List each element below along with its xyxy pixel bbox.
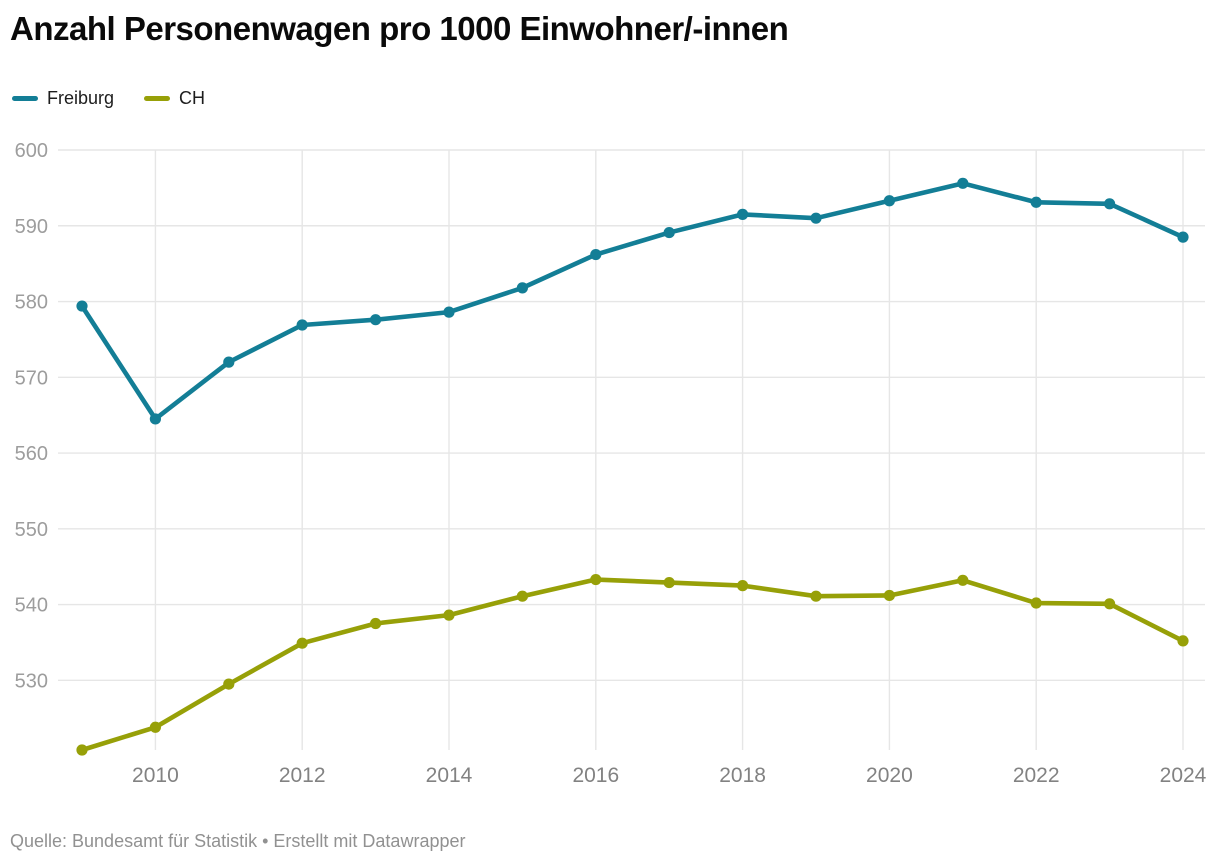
y-axis-tick-label: 530 [15, 670, 48, 692]
data-point-ch-2009[interactable] [76, 744, 88, 756]
data-point-freiburg-2016[interactable] [590, 248, 602, 261]
legend: Freiburg CH [12, 88, 205, 109]
y-axis-tick-label: 590 [15, 216, 48, 238]
data-point-freiburg-2015[interactable] [516, 282, 529, 294]
data-point-ch-2023[interactable] [1104, 598, 1116, 610]
legend-label: Freiburg [47, 88, 115, 108]
x-axis-tick-label: 2010 [132, 764, 179, 787]
data-point-ch-2020[interactable] [883, 589, 896, 602]
y-axis-tick-label: 570 [15, 367, 48, 389]
x-axis-tick-label: 2020 [866, 764, 913, 787]
data-point-freiburg-2019[interactable] [810, 212, 822, 224]
data-point-ch-2016[interactable] [590, 573, 602, 586]
data-point-ch-2014[interactable] [443, 609, 455, 621]
data-point-freiburg-2023[interactable] [1104, 198, 1116, 210]
data-point-ch-2010[interactable] [149, 721, 161, 733]
data-point-ch-2021[interactable] [957, 574, 969, 586]
x-axis-tick-label: 2016 [572, 764, 619, 787]
data-point-freiburg-2021[interactable] [957, 177, 969, 189]
data-point-ch-2013[interactable] [370, 617, 382, 630]
legend-item-freiburg: Freiburg [12, 88, 114, 109]
source-note: Quelle: Bundesamt für Statistik • Erstel… [10, 831, 466, 851]
y-axis-tick-label: 580 [15, 292, 48, 314]
data-point-ch-2018[interactable] [737, 580, 749, 592]
series-line-freiburg [79, 181, 1186, 422]
data-point-ch-2011[interactable] [223, 678, 235, 690]
data-point-freiburg-2024[interactable] [1177, 231, 1189, 243]
legend-swatch-freiburg-icon [12, 96, 38, 101]
data-point-freiburg-2011[interactable] [223, 356, 235, 368]
data-point-freiburg-2012[interactable] [296, 319, 308, 331]
y-axis-tick-label: 550 [15, 519, 48, 541]
data-point-freiburg-2018[interactable] [737, 208, 749, 220]
data-point-ch-2012[interactable] [296, 637, 308, 649]
series-line-ch [79, 577, 1186, 753]
x-axis-tick-label: 2022 [1013, 764, 1060, 787]
y-axis-tick-label: 560 [15, 443, 48, 465]
data-point-ch-2017[interactable] [663, 576, 675, 589]
data-point-freiburg-2022[interactable] [1030, 196, 1042, 208]
chart-title: Anzahl Personenwagen pro 1000 Einwohner/… [10, 10, 789, 47]
data-point-freiburg-2009[interactable] [76, 300, 88, 312]
x-axis-tick-label: 2018 [719, 764, 766, 787]
data-point-ch-2022[interactable] [1030, 597, 1042, 609]
legend-item-ch: CH [144, 88, 205, 109]
y-axis-tick-label: 540 [15, 595, 48, 617]
data-point-ch-2019[interactable] [810, 590, 822, 602]
legend-swatch-ch-icon [144, 96, 171, 101]
y-axis-tick-label: 600 [15, 140, 48, 162]
legend-label: CH [179, 88, 206, 108]
x-axis-tick-label: 2024 [1160, 764, 1207, 787]
x-axis-tick-label: 2012 [279, 764, 326, 787]
data-point-freiburg-2014[interactable] [443, 306, 455, 318]
data-point-ch-2024[interactable] [1177, 635, 1189, 647]
data-point-freiburg-2017[interactable] [663, 226, 675, 239]
data-point-ch-2015[interactable] [516, 590, 529, 602]
data-point-freiburg-2010[interactable] [149, 413, 161, 425]
data-point-freiburg-2013[interactable] [370, 314, 382, 326]
x-axis-tick-label: 2014 [426, 764, 473, 787]
data-point-freiburg-2020[interactable] [883, 195, 896, 207]
